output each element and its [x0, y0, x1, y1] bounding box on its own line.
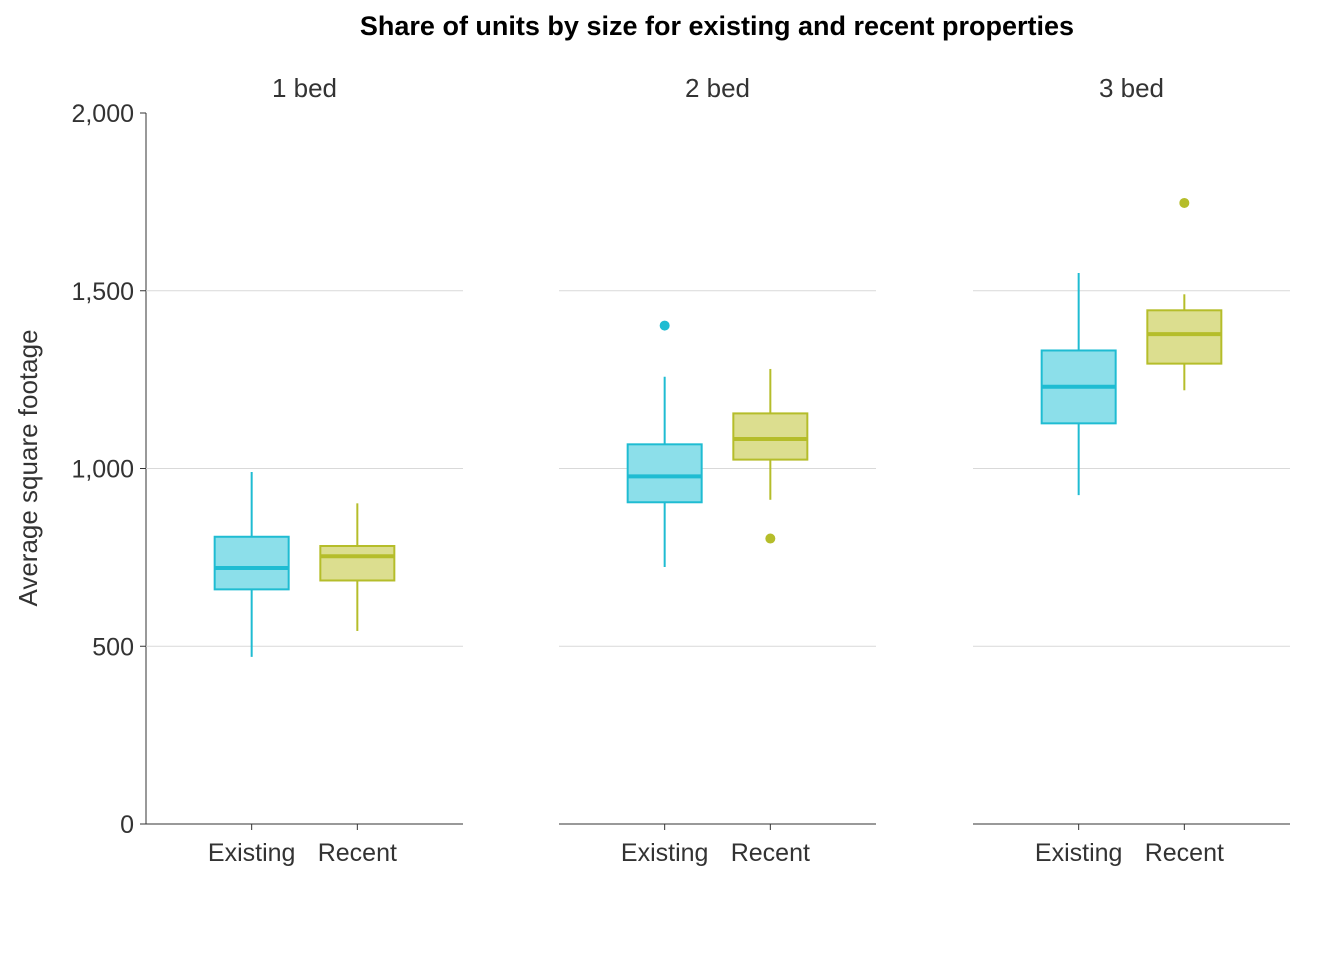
y-tick-label-0: 0 — [120, 811, 134, 839]
facet-label-2-bed: 2 bed — [685, 73, 750, 103]
iqr-box — [732, 412, 809, 461]
chart-title: Share of units by size for existing and … — [360, 11, 1074, 41]
iqr-box — [626, 443, 703, 504]
panel-3-bed: 3 bed Existing Recent — [973, 73, 1290, 867]
box-recent: Recent — [731, 368, 810, 867]
x-tick-label-recent: Recent — [1145, 839, 1224, 867]
panel-1-bed: 1 bed Existing Recent — [146, 73, 463, 867]
outlier-point — [765, 533, 776, 544]
iqr-box — [213, 535, 290, 591]
y-tick-label-1000: 1,000 — [71, 456, 134, 484]
box-existing: Existing — [1035, 272, 1123, 867]
box-existing: Existing — [208, 472, 296, 867]
y-tick-label-2000: 2,000 — [71, 100, 134, 128]
box-existing: Existing — [621, 320, 709, 867]
x-tick-label-existing: Existing — [1035, 839, 1123, 867]
outlier-point — [659, 320, 670, 331]
y-tick-label-1500: 1,500 — [71, 278, 134, 306]
facet-label-3-bed: 3 bed — [1099, 73, 1164, 103]
panel-2-bed: 2 bed Existing Recent — [559, 73, 876, 867]
y-tick-label-500: 500 — [92, 633, 134, 661]
box-recent: Recent — [318, 503, 397, 867]
facet-label-1-bed: 1 bed — [272, 73, 337, 103]
iqr-box — [319, 544, 396, 582]
x-tick-label-recent: Recent — [731, 839, 810, 867]
y-axis-title: Average square footage — [13, 329, 43, 606]
iqr-box — [1146, 309, 1223, 365]
x-tick-label-recent: Recent — [318, 839, 397, 867]
box-recent: Recent — [1145, 197, 1224, 867]
x-tick-label-existing: Existing — [208, 839, 296, 867]
outlier-point — [1179, 197, 1190, 208]
x-tick-label-existing: Existing — [621, 839, 709, 867]
